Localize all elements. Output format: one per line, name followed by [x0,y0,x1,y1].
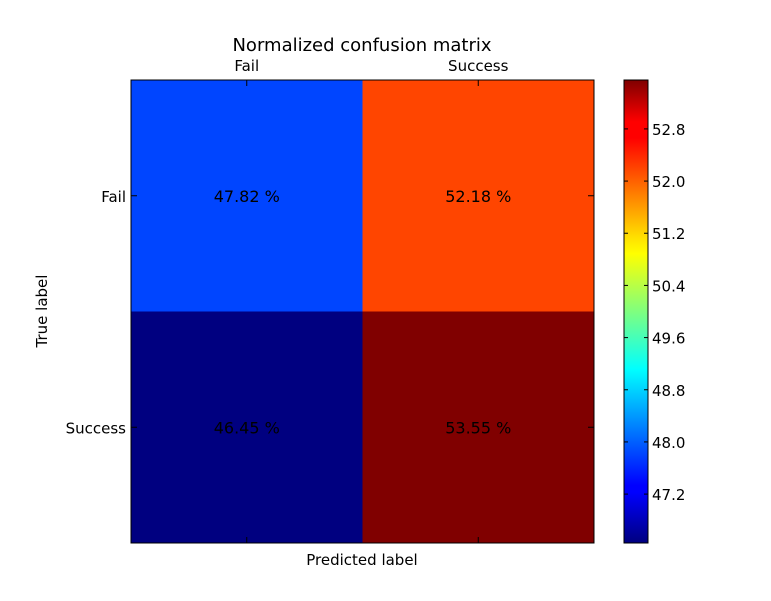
colorbar-tick-label: 50.4 [652,277,685,295]
chart-title: Normalized confusion matrix [232,35,491,56]
y-tick-label: Success [66,419,127,437]
x-tick-label: Fail [234,57,259,75]
cell-value-label: 53.55 % [445,418,511,437]
y-tick-label: Fail [101,188,126,206]
colorbar-tick-label: 47.2 [652,486,685,504]
heatmap-cell [131,80,363,312]
y-axis-label: True label [33,275,51,349]
heatmap-cell [362,80,594,312]
cell-value-label: 46.45 % [214,418,280,437]
heatmap-cell [362,311,594,543]
y-axis-ticks: Fail Success [66,188,594,437]
colorbar-tick-label: 52.8 [652,121,685,139]
colorbar-tick-label: 49.6 [652,330,685,348]
x-tick-label: Success [448,57,509,75]
colorbar-ticks: 47.2 48.0 48.8 49.6 50.4 51.2 52.0 52.8 [624,121,685,504]
heatmap-cells [131,80,594,543]
x-axis-label: Predicted label [306,551,417,569]
colorbar-tick-label: 52.0 [652,173,685,191]
heatmap-cell-labels: 47.82 % 52.18 % 46.45 % 53.55 % [214,187,512,438]
colorbar-tick-label: 48.0 [652,434,685,452]
cell-value-label: 52.18 % [445,187,511,206]
plot-frame [130,79,595,544]
colorbar [623,79,649,544]
cell-value-label: 47.82 % [214,187,280,206]
x-axis-ticks: Fail Success [234,57,509,543]
colorbar-tick-label: 51.2 [652,225,685,243]
colorbar-tick-label: 48.8 [652,382,685,400]
heatmap-cell [131,311,363,543]
